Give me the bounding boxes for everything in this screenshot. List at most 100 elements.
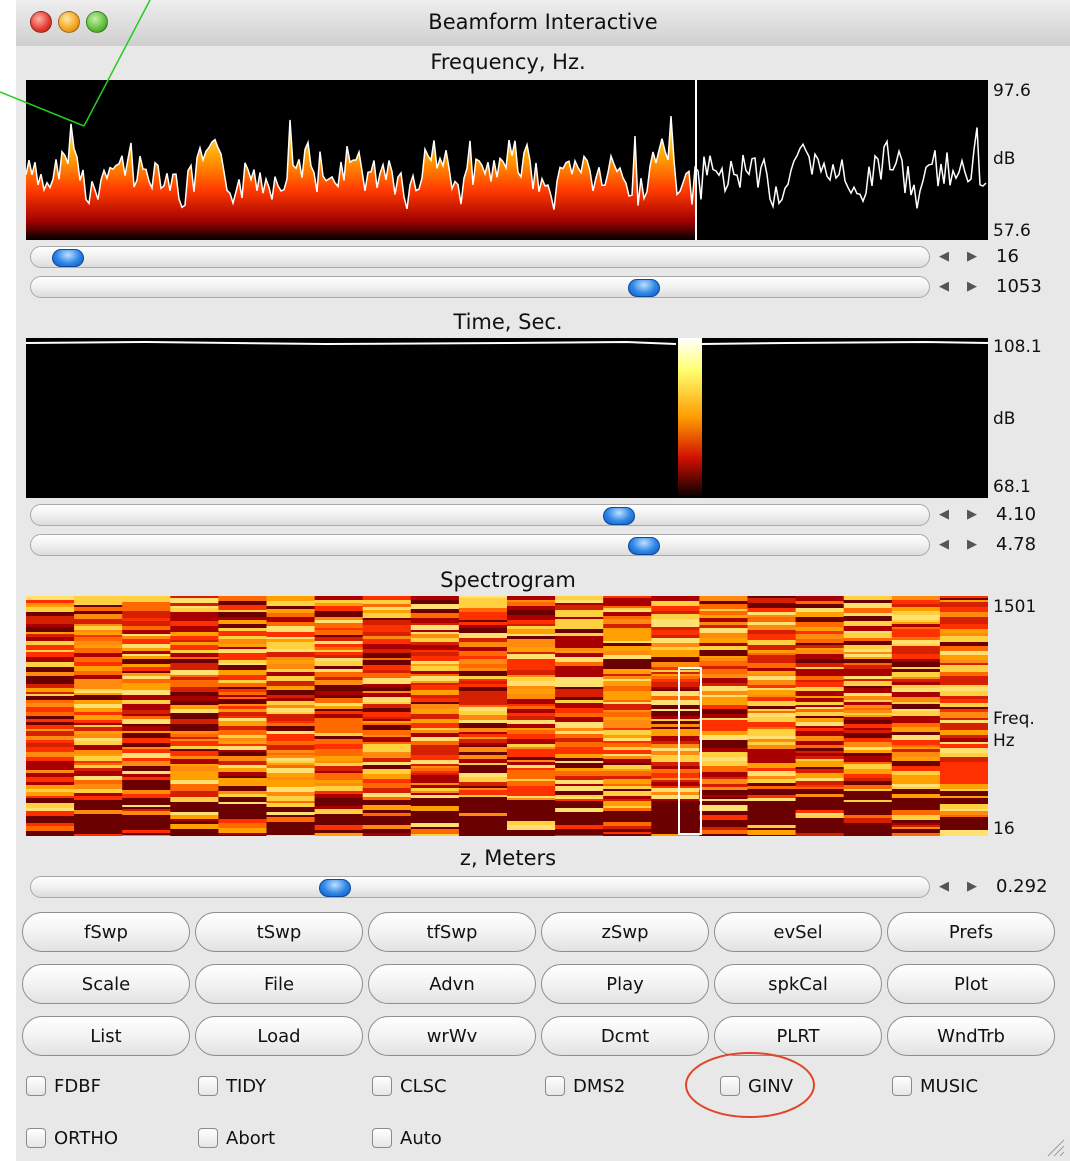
- wrwv-button[interactable]: wrWv: [368, 1016, 536, 1056]
- spectrogram-cell: [218, 675, 268, 680]
- slider-right-arrow-icon[interactable]: ▶: [967, 507, 977, 522]
- spectrogram-cell: [747, 727, 797, 729]
- checkbox-box[interactable]: [198, 1128, 218, 1148]
- spectrogram-cell: [939, 619, 988, 624]
- spectrogram-cell: [458, 633, 508, 638]
- fswp-button[interactable]: fSwp: [22, 912, 190, 952]
- load-button[interactable]: Load: [195, 1016, 363, 1056]
- slider-left-arrow-icon[interactable]: ◀: [939, 507, 949, 522]
- slider-left-arrow-icon[interactable]: ◀: [939, 537, 949, 552]
- spkcal-button[interactable]: spkCal: [714, 964, 882, 1004]
- checkbox-box[interactable]: [892, 1076, 912, 1096]
- file-button[interactable]: File: [195, 964, 363, 1004]
- frequency-slider-1[interactable]: ◀ ▶ 16: [0, 246, 1070, 268]
- plot-button[interactable]: Plot: [887, 964, 1055, 1004]
- slider-knob[interactable]: [52, 249, 84, 267]
- z-slider[interactable]: ◀ ▶ 0.292: [0, 876, 1070, 898]
- time-plot[interactable]: [26, 338, 988, 498]
- frequency-slider-2[interactable]: ◀ ▶ 1053: [0, 276, 1070, 298]
- spectrogram-cell: [507, 606, 557, 610]
- spectrogram-cell: [747, 650, 797, 653]
- scale-button[interactable]: Scale: [22, 964, 190, 1004]
- checkbox-box[interactable]: [720, 1076, 740, 1096]
- spectrogram-cell: [795, 731, 845, 733]
- spectrogram-cell: [651, 667, 701, 670]
- list-button[interactable]: List: [22, 1016, 190, 1056]
- window-title: Beamform Interactive: [428, 10, 658, 34]
- spectrogram-cell: [458, 687, 508, 691]
- wndtrb-button[interactable]: WndTrb: [887, 1016, 1055, 1056]
- abort-checkbox[interactable]: Abort: [198, 1125, 275, 1151]
- plrt-button[interactable]: PLRT: [714, 1016, 882, 1056]
- resize-grip-icon[interactable]: [1044, 1138, 1066, 1158]
- spectrogram-cell: [266, 601, 316, 606]
- slider-left-arrow-icon[interactable]: ◀: [939, 279, 949, 294]
- tswp-button[interactable]: tSwp: [195, 912, 363, 952]
- window-titlebar[interactable]: Beamform Interactive: [16, 0, 1070, 47]
- dcmt-button[interactable]: Dcmt: [541, 1016, 709, 1056]
- spectrogram-cell: [699, 752, 749, 757]
- spectrogram-cell: [218, 628, 268, 631]
- spectrogram-cell: [507, 786, 557, 791]
- slider-knob[interactable]: [628, 279, 660, 297]
- spectrogram-cell: [843, 789, 893, 791]
- slider-knob[interactable]: [319, 879, 351, 897]
- spectrogram-cell: [939, 720, 988, 723]
- slider-knob[interactable]: [628, 537, 660, 555]
- slider-track[interactable]: [30, 876, 930, 898]
- checkbox-box[interactable]: [26, 1128, 46, 1148]
- slider-right-arrow-icon[interactable]: ▶: [967, 249, 977, 264]
- slider-knob[interactable]: [603, 507, 635, 525]
- spectrogram-cell: [795, 765, 845, 767]
- slider-left-arrow-icon[interactable]: ◀: [939, 249, 949, 264]
- spectrogram-cell: [795, 728, 845, 731]
- slider-right-arrow-icon[interactable]: ▶: [967, 537, 977, 552]
- dms2-checkbox[interactable]: DMS2: [545, 1073, 625, 1099]
- minimize-window-button[interactable]: [58, 11, 80, 33]
- slider-track[interactable]: [30, 504, 930, 526]
- close-window-button[interactable]: [30, 11, 52, 33]
- time-axis-min: 68.1: [993, 477, 1031, 497]
- time-slider-2[interactable]: ◀ ▶ 4.78: [0, 534, 1070, 556]
- music-checkbox[interactable]: MUSIC: [892, 1073, 978, 1099]
- advn-button[interactable]: Advn: [368, 964, 536, 1004]
- tfswp-button[interactable]: tfSwp: [368, 912, 536, 952]
- spectrogram-cell: [699, 611, 749, 615]
- spectrogram-cell: [266, 628, 316, 632]
- slider-track[interactable]: [30, 276, 930, 298]
- clsc-checkbox[interactable]: CLSC: [372, 1073, 447, 1099]
- slider-right-arrow-icon[interactable]: ▶: [967, 279, 977, 294]
- frequency-plot[interactable]: [26, 80, 988, 240]
- spectrogram-plot[interactable]: [26, 596, 988, 836]
- checkbox-box[interactable]: [372, 1076, 392, 1096]
- play-button[interactable]: Play: [541, 964, 709, 1004]
- evsel-button[interactable]: evSel: [714, 912, 882, 952]
- spectrogram-cell: [266, 596, 316, 601]
- spectrogram-cell: [747, 663, 797, 668]
- auto-checkbox[interactable]: Auto: [372, 1125, 442, 1151]
- spectrogram-cell: [266, 833, 316, 835]
- ginv-checkbox[interactable]: GINV: [720, 1073, 793, 1099]
- fdbf-checkbox[interactable]: FDBF: [26, 1073, 101, 1099]
- checkbox-box[interactable]: [26, 1076, 46, 1096]
- spectrogram-cell: [939, 830, 988, 835]
- spectrogram-cell: [314, 613, 364, 617]
- spectrogram-cell: [555, 603, 605, 605]
- zswp-button[interactable]: zSwp: [541, 912, 709, 952]
- slider-left-arrow-icon[interactable]: ◀: [939, 879, 949, 894]
- time-slider-1[interactable]: ◀ ▶ 4.10: [0, 504, 1070, 526]
- checkbox-box[interactable]: [372, 1128, 392, 1148]
- checkbox-box[interactable]: [198, 1076, 218, 1096]
- slider-track[interactable]: [30, 246, 930, 268]
- prefs-button[interactable]: Prefs: [887, 912, 1055, 952]
- slider-track[interactable]: [30, 534, 930, 556]
- tidy-checkbox[interactable]: TIDY: [198, 1073, 266, 1099]
- spectrogram-cell: [555, 648, 605, 651]
- ortho-checkbox[interactable]: ORTHO: [26, 1125, 118, 1151]
- checkbox-box[interactable]: [545, 1076, 565, 1096]
- spectrogram-cell: [795, 676, 845, 680]
- spectrogram-cell: [507, 803, 557, 806]
- spectrogram-cell: [747, 739, 797, 742]
- slider-right-arrow-icon[interactable]: ▶: [967, 879, 977, 894]
- spectrogram-cell: [362, 744, 412, 748]
